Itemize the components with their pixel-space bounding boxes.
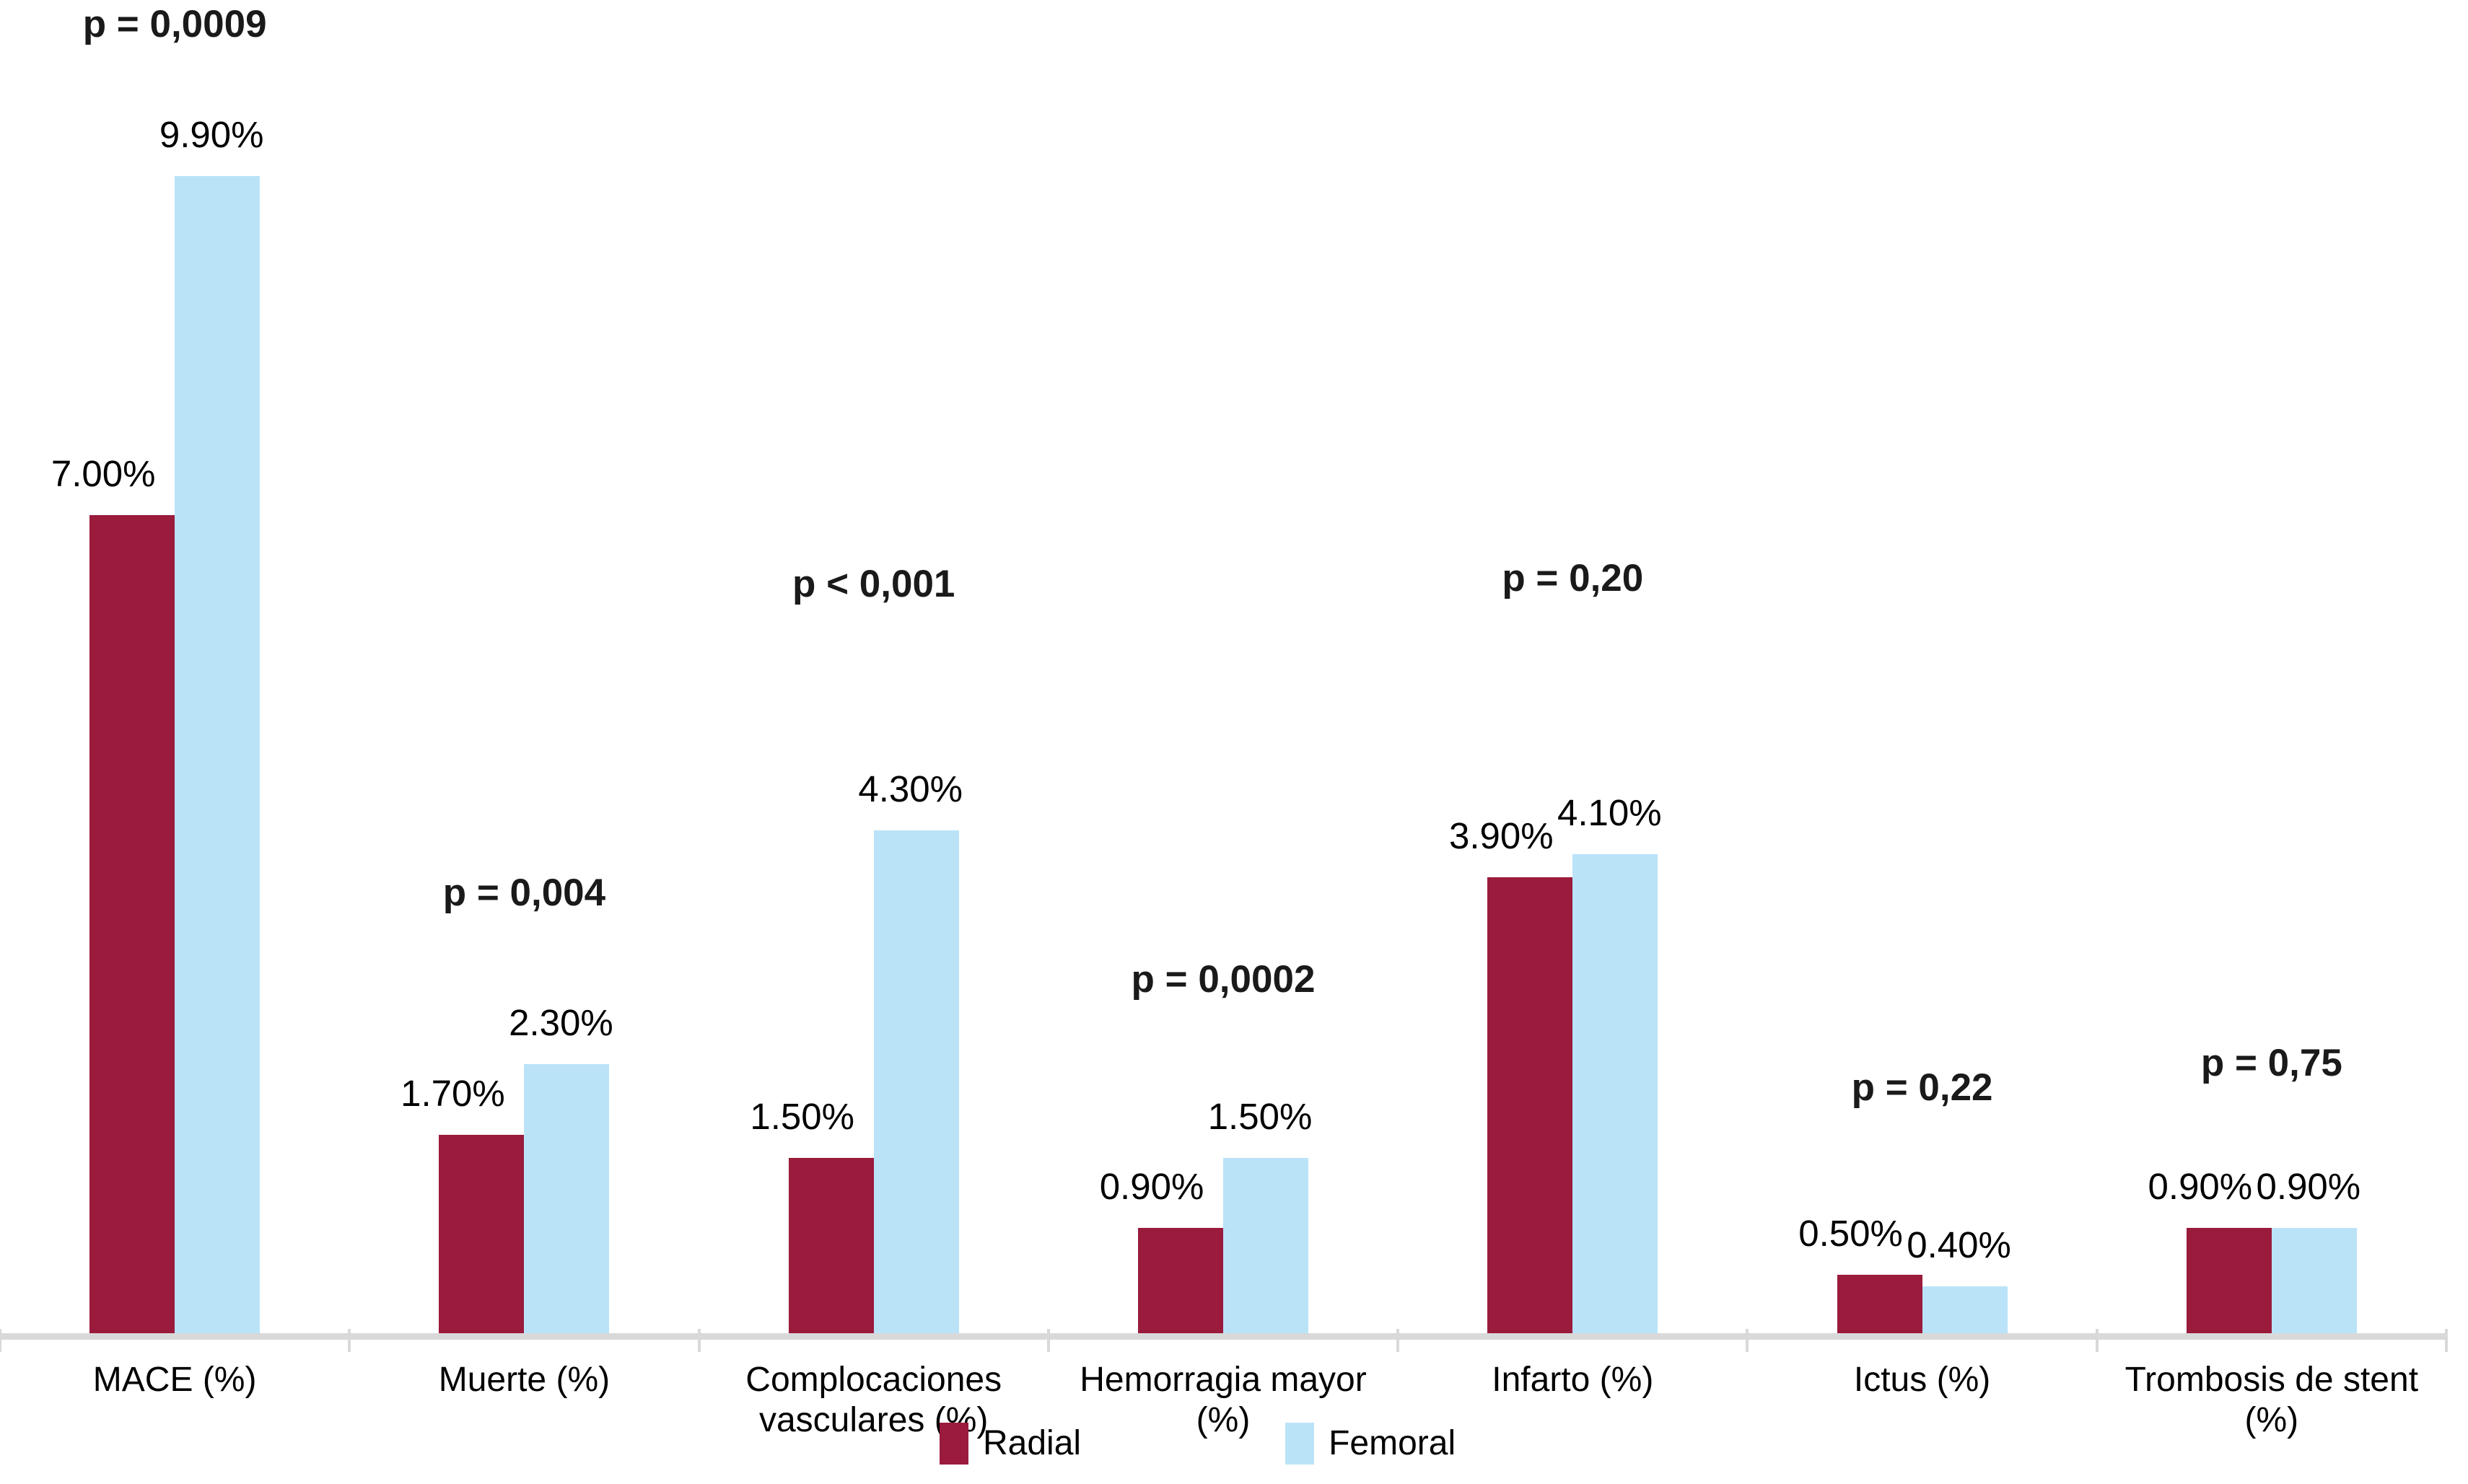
x-axis-tick xyxy=(1746,1329,1749,1352)
p-value-label: p < 0,001 xyxy=(792,563,955,606)
category-label-line: Complocaciones xyxy=(745,1361,1002,1399)
bar-radial-6 xyxy=(1837,1275,1922,1333)
category-label-line: Ictus (%) xyxy=(1853,1361,1991,1399)
x-axis-tick xyxy=(2445,1329,2448,1352)
legend-item-femoral: Femoral xyxy=(1285,1423,1456,1465)
bar-femoral-4 xyxy=(1223,1158,1308,1333)
legend-label-radial: Radial xyxy=(983,1424,1082,1462)
x-axis-line xyxy=(0,1333,2446,1340)
value-label-radial: 0.50% xyxy=(1798,1213,1903,1254)
value-label-radial: 1.50% xyxy=(750,1096,854,1137)
bar-femoral-2 xyxy=(524,1064,610,1333)
category-label-line: MACE (%) xyxy=(92,1361,257,1399)
value-label-femoral: 9.90% xyxy=(159,114,264,156)
bar-femoral-7 xyxy=(2271,1228,2357,1333)
legend-label-femoral: Femoral xyxy=(1329,1424,1456,1462)
bar-femoral-6 xyxy=(1922,1286,2008,1333)
value-label-radial: 7.00% xyxy=(51,453,156,494)
category-label-line: Hemorragia mayor xyxy=(1080,1361,1367,1399)
value-label-radial: 0.90% xyxy=(1099,1166,1204,1208)
x-axis-tick xyxy=(1046,1329,1050,1352)
value-label-femoral: 1.50% xyxy=(1207,1096,1313,1137)
legend-item-radial: Radial xyxy=(940,1423,1081,1465)
x-axis-tick xyxy=(697,1329,701,1352)
x-axis-tick xyxy=(0,1329,1,1352)
category-label-line: Muerte (%) xyxy=(438,1361,611,1399)
value-label-femoral: 0.40% xyxy=(1907,1224,2011,1266)
bar-femoral-5 xyxy=(1572,853,1658,1333)
x-axis-tick xyxy=(2095,1329,2099,1352)
category-label-line: Trombosis de stent (%) xyxy=(2125,1361,2419,1439)
p-value-label: p = 0,0009 xyxy=(82,3,267,46)
p-value-label: p = 0,20 xyxy=(1502,556,1644,600)
x-axis-tick xyxy=(348,1329,351,1352)
value-label-radial: 1.70% xyxy=(401,1072,505,1114)
bar-radial-7 xyxy=(2186,1228,2272,1333)
category-label: MACE (%) xyxy=(0,1360,349,1400)
x-axis-tick xyxy=(1396,1329,1400,1352)
bar-radial-1 xyxy=(89,515,175,1333)
value-label-femoral: 4.30% xyxy=(858,768,963,810)
radial-series-swatch-icon xyxy=(940,1423,968,1465)
value-label-femoral: 2.30% xyxy=(509,1002,613,1044)
bar-femoral-1 xyxy=(175,176,261,1333)
bar-radial-5 xyxy=(1487,877,1573,1333)
p-value-label: p = 0,004 xyxy=(442,871,606,915)
femoral-series-swatch-icon xyxy=(1285,1423,1315,1465)
value-label-radial: 0.90% xyxy=(2148,1166,2253,1208)
legend: Radial Femoral xyxy=(940,1423,1456,1465)
bar-radial-3 xyxy=(788,1158,874,1333)
bar-femoral-3 xyxy=(873,830,959,1333)
category-label: Trombosis de stent (%) xyxy=(2097,1360,2446,1441)
value-label-radial: 3.90% xyxy=(1448,815,1554,857)
category-label: Infarto (%) xyxy=(1398,1360,1747,1400)
category-label-line: Infarto (%) xyxy=(1492,1361,1654,1399)
category-label-line: (%) xyxy=(1196,1401,1251,1439)
category-label: Muerte (%) xyxy=(349,1360,699,1400)
category-label: Ictus (%) xyxy=(1747,1360,2096,1400)
p-value-label: p = 0,0002 xyxy=(1131,958,1316,1001)
value-label-femoral: 0.90% xyxy=(2256,1166,2361,1208)
bar-radial-4 xyxy=(1138,1228,1223,1333)
category-label: Hemorragia mayor (%) xyxy=(1049,1360,1398,1441)
value-label-femoral: 4.10% xyxy=(1557,791,1662,833)
p-value-label: p = 0,22 xyxy=(1851,1066,1993,1109)
bar-radial-2 xyxy=(439,1134,525,1333)
p-value-label: p = 0,75 xyxy=(2200,1042,2342,1085)
